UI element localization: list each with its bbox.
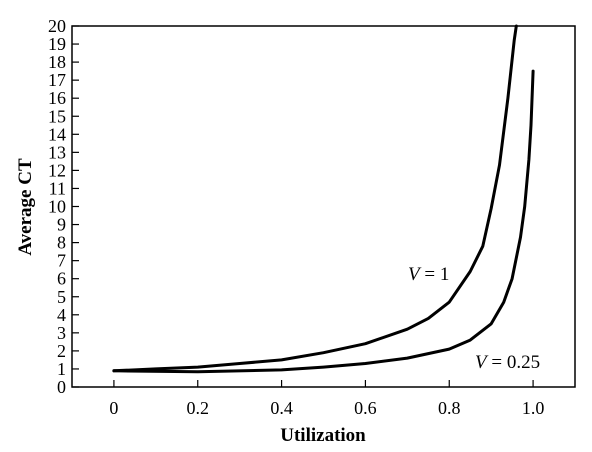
y-tick-label: 4 bbox=[57, 305, 66, 325]
x-tick-label: 0.8 bbox=[438, 398, 461, 418]
curves bbox=[112, 24, 535, 374]
y-axis-title: Average CT bbox=[15, 158, 36, 256]
y-tick-label: 8 bbox=[57, 233, 66, 253]
curve-label-v1-value: = 1 bbox=[420, 264, 450, 285]
y-tick-label: 14 bbox=[48, 124, 66, 144]
curve-label-v025-var: V bbox=[475, 352, 489, 373]
curve-label-v1: V = 1 bbox=[408, 264, 449, 285]
y-tick-label: 2 bbox=[57, 341, 66, 361]
y-tick-label: 20 bbox=[48, 16, 66, 36]
y-tick-label: 3 bbox=[57, 323, 66, 343]
curve-label-v1-var: V bbox=[408, 264, 422, 285]
y-tick-label: 1 bbox=[57, 359, 66, 379]
y-tick-label: 15 bbox=[48, 106, 66, 126]
y-tick-label: 6 bbox=[57, 269, 66, 289]
curve-label-v025: V = 0.25 bbox=[475, 352, 540, 373]
x-tick-label: 0 bbox=[109, 398, 118, 418]
y-tick-label: 17 bbox=[48, 70, 66, 90]
x-axis-title: Utilization bbox=[280, 425, 366, 446]
x-tick-label: 0.4 bbox=[270, 398, 293, 418]
curve-v1 bbox=[112, 24, 518, 373]
curve-v025 bbox=[112, 69, 535, 374]
y-tick-label: 10 bbox=[48, 197, 66, 217]
x-tick-label: 1.0 bbox=[522, 398, 545, 418]
x-tick-label: 0.6 bbox=[354, 398, 377, 418]
y-tick-label: 0 bbox=[57, 377, 66, 397]
y-tick-label: 18 bbox=[48, 52, 66, 72]
x-axis-ticks: 0 0.2 0.4 0.6 0.8 1.0 bbox=[109, 380, 544, 418]
y-tick-label: 19 bbox=[48, 34, 66, 54]
y-tick-label: 7 bbox=[57, 251, 66, 271]
plot-frame bbox=[71, 25, 576, 388]
y-tick-label: 5 bbox=[57, 287, 66, 307]
y-tick-label: 12 bbox=[48, 160, 66, 180]
curve-label-v025-value: = 0.25 bbox=[487, 352, 540, 373]
y-tick-label: 11 bbox=[49, 178, 66, 198]
y-tick-label: 16 bbox=[48, 88, 66, 108]
y-tick-label: 13 bbox=[48, 142, 66, 162]
y-tick-label: 9 bbox=[57, 215, 66, 235]
x-tick-label: 0.2 bbox=[187, 398, 210, 418]
